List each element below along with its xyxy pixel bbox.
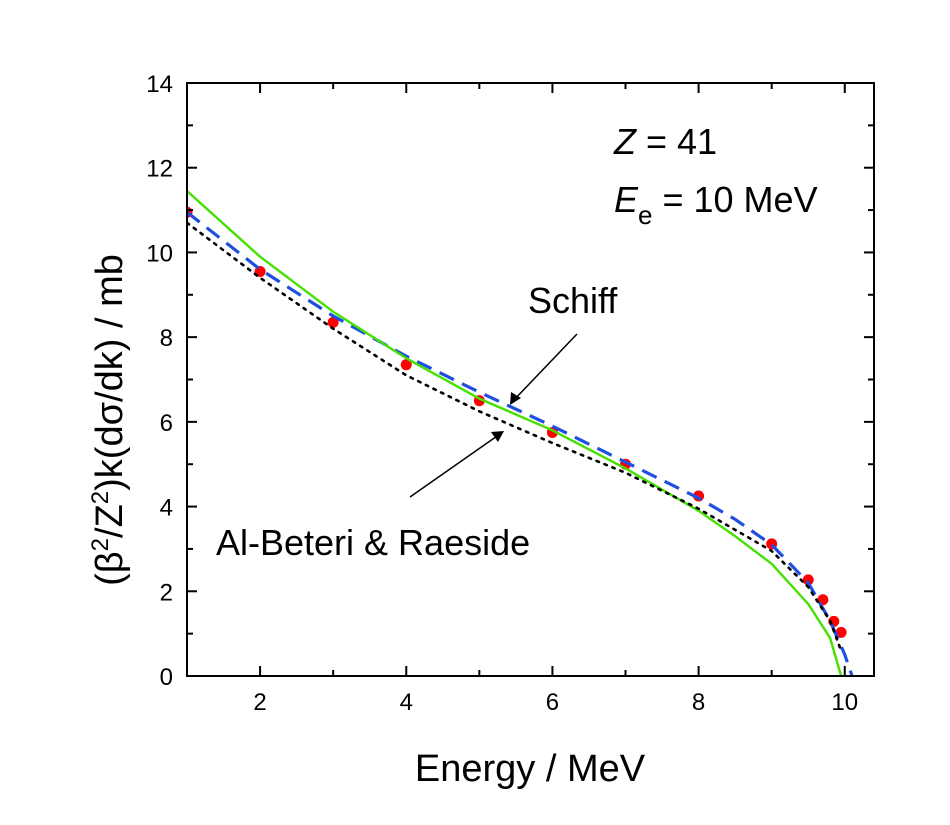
- series-line-blue-dashed: [187, 210, 854, 676]
- annotation-al-beteri: Al-Beteri & Raeside: [216, 522, 530, 563]
- labels-layer: Energy / MeV (β2/Z2)k(dσ/dk) / mb Z = 41…: [87, 121, 818, 790]
- y-tick-label: 8: [160, 325, 173, 352]
- series-layer: [187, 190, 854, 676]
- axes-layer: 2 4 6 8 10 0 2 4 6 8 10 12 14: [146, 71, 875, 716]
- data-point: [802, 574, 814, 586]
- annotation-schiff: Schiff: [528, 280, 618, 321]
- arrow-schiff: [511, 333, 578, 403]
- data-point: [400, 359, 412, 371]
- arrow-schiff-head: [510, 392, 521, 405]
- x-tick-label: 2: [253, 689, 266, 716]
- series-line-schiff: [187, 190, 843, 676]
- arrow-al-beteri: [409, 433, 501, 498]
- data-point: [835, 626, 847, 638]
- arrow-al-beteri-head: [491, 431, 504, 442]
- series-line-al-beteri-raeside: [187, 221, 843, 652]
- y-tick-label: 14: [146, 71, 173, 98]
- annotation-energy: Ee = 10 MeV: [614, 179, 818, 230]
- y-tick-label: 6: [160, 410, 173, 437]
- x-tick-label: 10: [831, 689, 858, 716]
- data-point: [327, 316, 339, 328]
- plot-frame: [186, 82, 875, 677]
- y-tick-label: 2: [160, 579, 173, 606]
- y-tick-label: 0: [160, 664, 173, 691]
- x-tick-label: 6: [546, 689, 559, 716]
- annotation-z: Z = 41: [613, 121, 717, 162]
- y-tick-label: 4: [160, 495, 173, 522]
- y-tick-label: 12: [146, 156, 173, 183]
- x-axis-title: Energy / MeV: [415, 748, 646, 790]
- y-tick-label: 10: [146, 240, 173, 267]
- y-axis-title: (β2/Z2)k(dσ/dk) / mb: [87, 254, 131, 586]
- x-tick-label: 4: [400, 689, 413, 716]
- x-tick-label: 8: [692, 689, 705, 716]
